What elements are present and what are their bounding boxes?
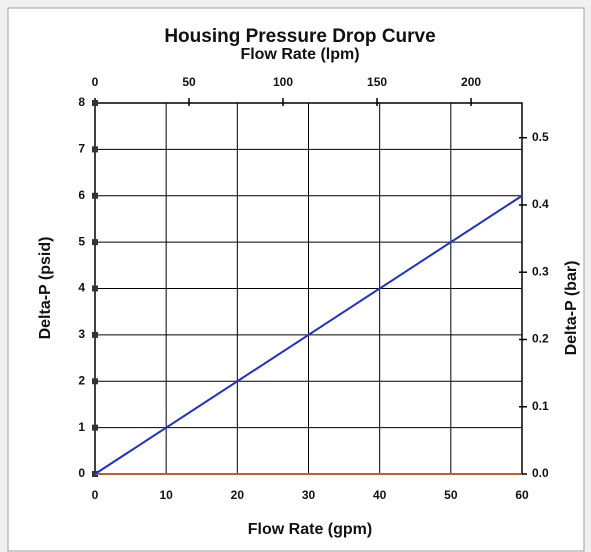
x-tick-label: 10 — [159, 488, 173, 502]
x2-tick-label: 100 — [273, 75, 293, 89]
y-tick — [92, 378, 98, 385]
y-tick — [92, 331, 98, 338]
y-axis-label: Delta-P (psid) — [37, 237, 54, 340]
x-axis-label: Flow Rate (gpm) — [248, 521, 372, 538]
y-tick — [92, 192, 98, 199]
x2-tick-label: 50 — [182, 75, 196, 89]
y-tick-label: 8 — [78, 95, 85, 109]
y-tick — [92, 239, 98, 246]
y2-axis-label: Delta-P (bar) — [563, 261, 580, 356]
y-tick — [92, 146, 98, 153]
y-tick-label: 0 — [78, 466, 85, 480]
y-tick-label: 5 — [78, 234, 85, 248]
x-tick-label: 50 — [444, 488, 458, 502]
y2-tick-label: 0.0 — [532, 466, 549, 480]
x-tick-label: 60 — [515, 488, 529, 502]
y2-tick-label: 0.2 — [532, 332, 549, 346]
x2-axis-label: Flow Rate (lpm) — [240, 46, 359, 63]
y2-tick-label: 0.1 — [532, 399, 549, 413]
y-tick — [92, 100, 98, 106]
x-tick-label: 40 — [373, 488, 387, 502]
y-tick-label: 2 — [78, 373, 85, 387]
x-tick-label: 30 — [302, 488, 316, 502]
y2-tick-label: 0.5 — [532, 130, 549, 144]
y2-tick-label: 0.3 — [532, 264, 549, 278]
y-tick-label: 3 — [78, 327, 85, 341]
x-tick-label: 0 — [92, 488, 99, 502]
y-tick-label: 6 — [78, 188, 85, 202]
line — [94, 194, 523, 475]
x2-tick-label: 0 — [92, 75, 99, 89]
chart-title: Housing Pressure Drop Curve — [164, 26, 435, 47]
x-tick-label: 20 — [231, 488, 245, 502]
y-tick — [92, 285, 98, 292]
y2-tick-label: 0.4 — [532, 197, 549, 211]
y-tick — [92, 424, 98, 431]
x2-tick-label: 200 — [461, 75, 481, 89]
y-tick-label: 4 — [78, 281, 85, 295]
x2-tick-label: 150 — [367, 75, 387, 89]
y-tick-label: 7 — [78, 142, 85, 156]
y-tick-label: 1 — [78, 420, 85, 434]
